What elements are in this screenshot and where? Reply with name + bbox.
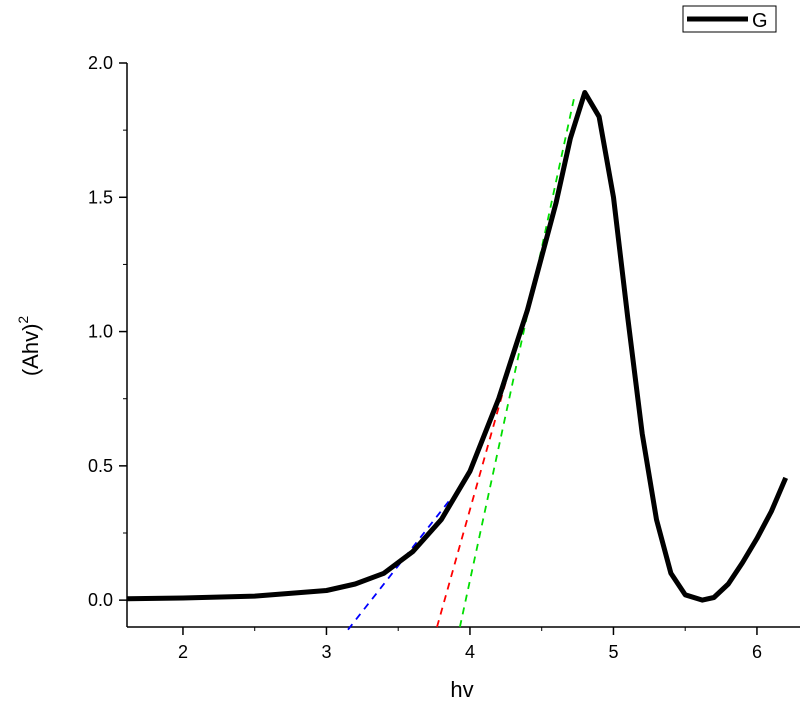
y-axis-label: (Ahv)2 [15, 316, 43, 377]
y-tick-label: 1.5 [88, 187, 113, 207]
x-tick-label: 3 [321, 642, 331, 662]
x-axis-label: hv [450, 677, 473, 702]
x-tick-label: 6 [752, 642, 762, 662]
x-tick-label: 5 [608, 642, 618, 662]
x-tick-label: 4 [465, 642, 475, 662]
y-tick-label: 1.0 [88, 322, 113, 342]
y-tick-label: 0.5 [88, 456, 113, 476]
data-line [126, 90, 788, 603]
y-axis-label-sup: 2 [15, 316, 31, 324]
legend-label: G [752, 10, 768, 32]
y-axis-label-main: (Ahv) [18, 324, 43, 377]
fit-line [459, 95, 576, 628]
y-tick-label: 2.0 [88, 53, 113, 73]
x-tick-label: 2 [178, 642, 188, 662]
y-tick-label: 0.0 [88, 590, 113, 610]
